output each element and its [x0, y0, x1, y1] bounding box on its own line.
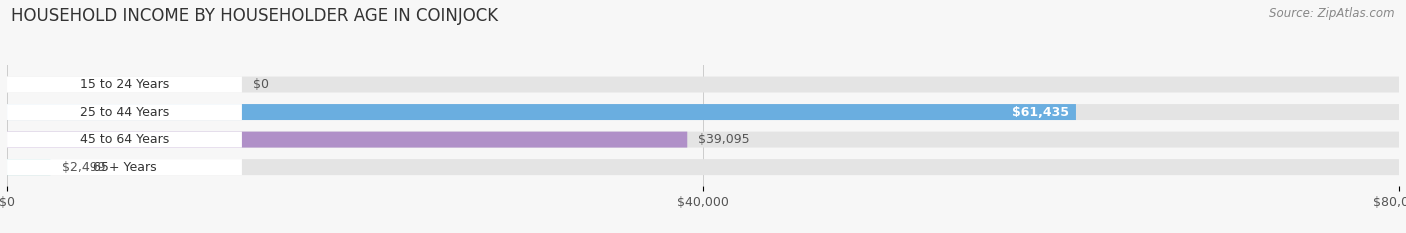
FancyBboxPatch shape — [7, 132, 242, 147]
FancyBboxPatch shape — [7, 76, 1399, 93]
Text: 25 to 44 Years: 25 to 44 Years — [80, 106, 169, 119]
Text: $0: $0 — [253, 78, 269, 91]
FancyBboxPatch shape — [7, 104, 1399, 120]
Text: HOUSEHOLD INCOME BY HOUSEHOLDER AGE IN COINJOCK: HOUSEHOLD INCOME BY HOUSEHOLDER AGE IN C… — [11, 7, 498, 25]
Text: 65+ Years: 65+ Years — [93, 161, 156, 174]
FancyBboxPatch shape — [7, 104, 242, 120]
Text: 45 to 64 Years: 45 to 64 Years — [80, 133, 169, 146]
Text: $61,435: $61,435 — [1012, 106, 1069, 119]
FancyBboxPatch shape — [7, 159, 1399, 175]
Text: $2,499: $2,499 — [62, 161, 105, 174]
FancyBboxPatch shape — [7, 159, 242, 175]
Text: $39,095: $39,095 — [699, 133, 749, 146]
FancyBboxPatch shape — [7, 159, 51, 175]
FancyBboxPatch shape — [7, 104, 1076, 120]
FancyBboxPatch shape — [7, 132, 1399, 147]
FancyBboxPatch shape — [7, 76, 242, 93]
FancyBboxPatch shape — [7, 132, 688, 147]
Text: 15 to 24 Years: 15 to 24 Years — [80, 78, 169, 91]
Text: Source: ZipAtlas.com: Source: ZipAtlas.com — [1270, 7, 1395, 20]
